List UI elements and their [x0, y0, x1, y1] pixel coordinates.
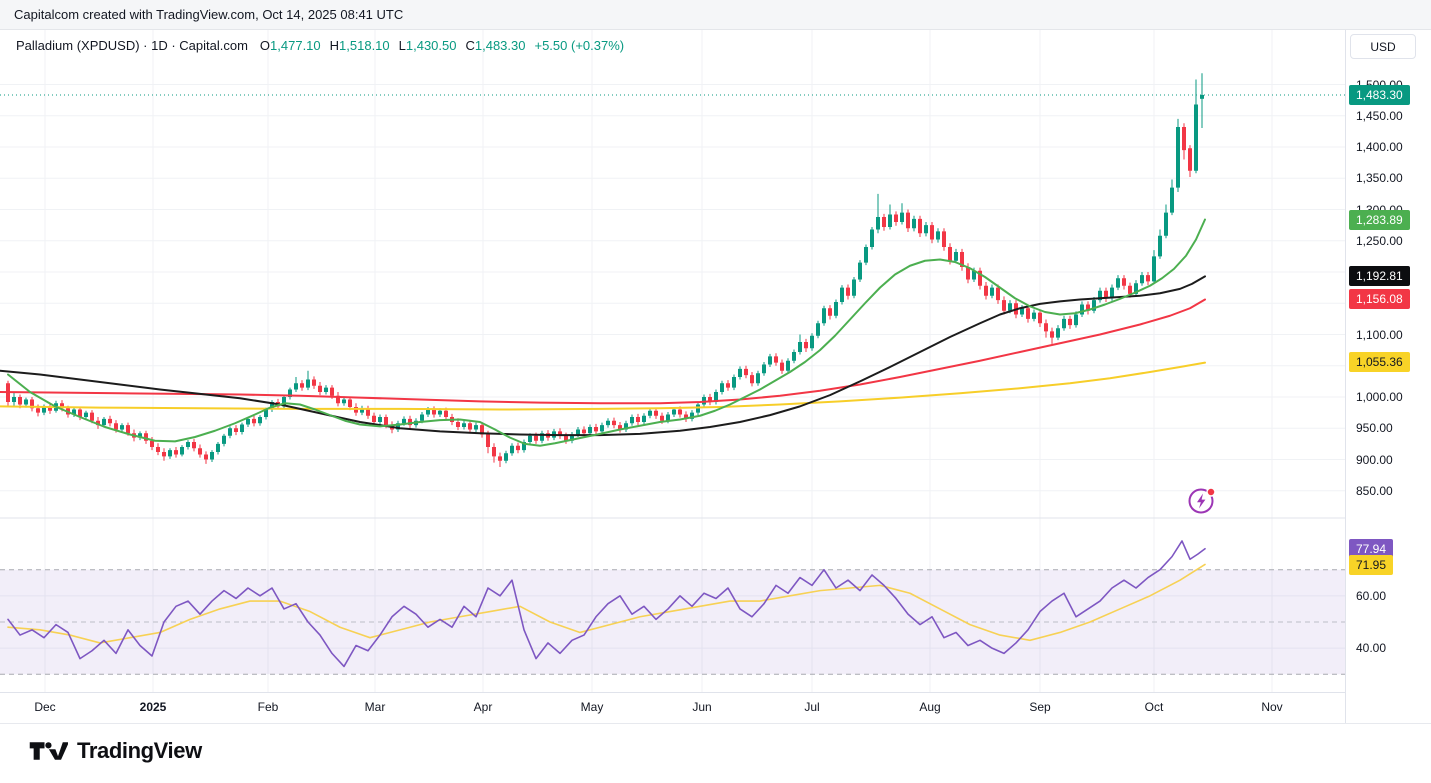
tradingview-logo-icon — [29, 742, 68, 760]
close-label: C — [465, 38, 475, 53]
ma-green-line — [7, 218, 1206, 447]
rsi-ma-badge: 71.95 — [1349, 554, 1394, 575]
ma-yellow-badge: 1,055.36 — [1349, 352, 1410, 373]
high-value: 1,518.10 — [339, 38, 390, 53]
rsi-line — [7, 540, 1206, 668]
rsi-tick: 40.00 — [1356, 641, 1387, 656]
time-axis-label: Nov — [1261, 700, 1283, 714]
time-axis-label: Sep — [1029, 700, 1051, 714]
time-axis-label: May — [580, 700, 604, 714]
price-tick: 850.00 — [1356, 483, 1393, 498]
rsi-band — [0, 569, 1345, 675]
price-tick: 1,100.00 — [1356, 327, 1403, 342]
ma-black-line — [0, 275, 1206, 437]
ma-green-badge: 1,283.89 — [1349, 209, 1410, 230]
symbol-title[interactable]: Palladium (XPDUSD) · 1D · Capital.com — [16, 38, 248, 53]
chart-plot-area[interactable] — [0, 30, 1345, 692]
high-label: H — [329, 38, 340, 53]
time-axis-label: Apr — [473, 700, 493, 714]
price-tick: 1,450.00 — [1356, 108, 1403, 123]
price-tick: 1,400.00 — [1356, 140, 1403, 154]
time-axis-label: Oct — [1144, 700, 1164, 714]
attribution-bar: Capitalcom created with TradingView.com,… — [0, 0, 1431, 30]
ma-red-badge: 1,156.08 — [1349, 289, 1410, 310]
close-value: 1,483.30 — [474, 38, 526, 53]
price-tick: 1,350.00 — [1356, 171, 1403, 186]
candlestick-series[interactable] — [6, 73, 1204, 467]
ma-lines — [0, 218, 1206, 447]
price-tick: 1,250.00 — [1356, 233, 1403, 248]
ma-black-badge: 1,192.81 — [1349, 266, 1410, 287]
price-axis[interactable]: USD 1,500.001,450.001,400.001,350.001,30… — [1345, 30, 1431, 723]
rsi-lines — [7, 540, 1206, 668]
time-axis-label: Jun — [692, 700, 712, 714]
time-axis-label: Jul — [804, 700, 820, 714]
time-axis[interactable]: Dec 2025 Feb Mar Apr May Jun Jul Aug Sep Oct Nov — [0, 692, 1345, 723]
symbol-legend: Palladium (XPDUSD) · 1D · Capital.com O1… — [16, 38, 624, 53]
tradingview-logo[interactable]: TradingView — [28, 737, 1431, 765]
rsi-tick: 60.00 — [1356, 588, 1387, 603]
price-tick: 900.00 — [1356, 452, 1393, 467]
time-axis-label: Dec — [34, 700, 56, 714]
footer: TradingView — [0, 723, 1431, 783]
low-value: 1,430.50 — [405, 38, 457, 53]
price-tick: 950.00 — [1356, 421, 1393, 436]
change-value: +5.50 (+0.37%) — [534, 38, 625, 53]
currency-button[interactable]: USD — [1350, 34, 1416, 59]
last-price-badge: 1,483.30 — [1349, 84, 1410, 105]
price-tick: 1,000.00 — [1356, 390, 1403, 404]
time-axis-label: Aug — [919, 700, 941, 714]
time-axis-label: Feb — [257, 700, 279, 714]
time-axis-label: 2025 — [139, 700, 167, 714]
low-label: L — [398, 38, 406, 53]
spark-icon[interactable] — [1185, 484, 1219, 518]
rsi-ma-line — [7, 563, 1206, 644]
open-label: O — [259, 38, 271, 53]
rsi-badge: 77.94 — [1349, 538, 1394, 559]
tradingview-logo-text: TradingView — [77, 738, 202, 763]
open-value: 1,477.10 — [270, 38, 321, 53]
attribution-text: Capitalcom created with TradingView.com,… — [14, 7, 404, 22]
time-axis-label: Mar — [364, 700, 386, 714]
